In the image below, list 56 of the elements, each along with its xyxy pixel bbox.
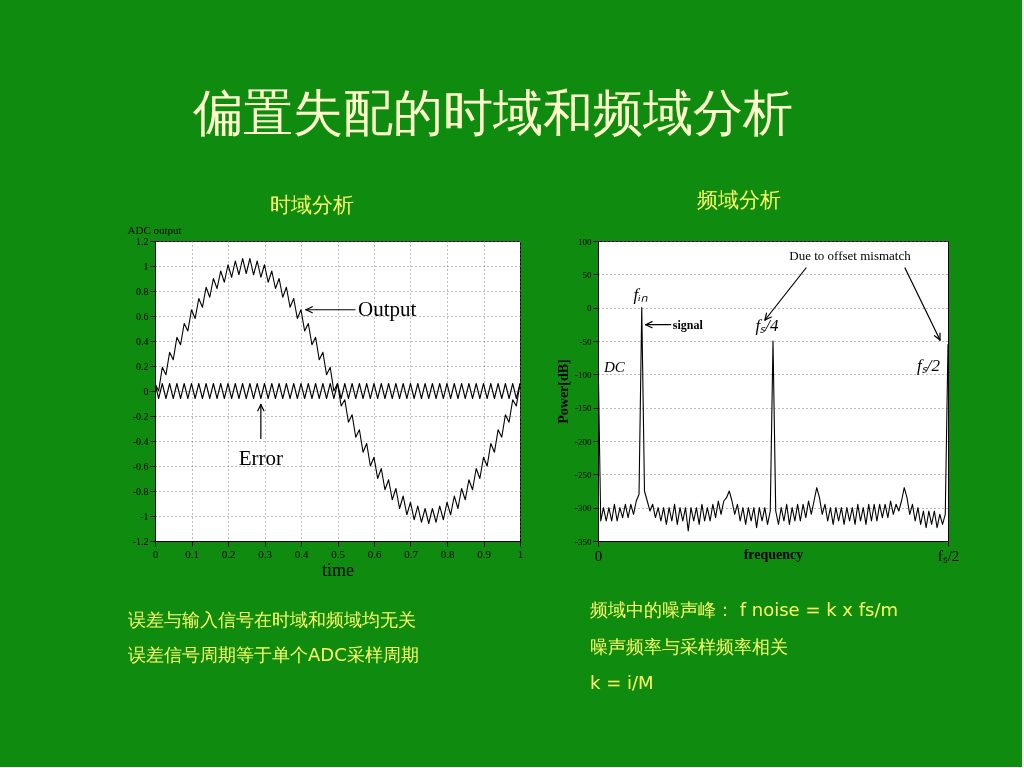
x-tick-label: fₛ/2	[937, 547, 960, 564]
x-tick-label: 0.7	[404, 547, 419, 560]
y-tick-label: -0.8	[132, 485, 149, 497]
annotation: fᵢₙ	[633, 284, 648, 304]
y-tick-label: 1.2	[136, 235, 149, 247]
y-tick-label: -1.2	[132, 535, 149, 547]
chart-title: 时域分析	[269, 193, 354, 217]
x-tick-label: 0.5	[331, 547, 346, 560]
text: 噪声频率与采样频率相关	[590, 635, 788, 657]
text: 误差信号周期等于单个ADC采样周期	[128, 644, 419, 665]
annotation: signal	[672, 317, 704, 332]
x-tick-label: 0.9	[477, 547, 492, 560]
y-tick-label: 100	[578, 236, 592, 247]
y-tick-label: 0	[587, 303, 592, 314]
x-axis-title: frequency	[743, 546, 804, 562]
text: 误差与输入信号在时域和频域均无关	[128, 609, 416, 630]
text: Error	[238, 445, 284, 470]
y-axis-title: ADC output	[127, 223, 182, 236]
chart-title: 频域分析	[697, 188, 781, 212]
y-tick-label: -0.6	[132, 460, 149, 472]
y-tick-label: 0.2	[136, 360, 149, 372]
x-axis-title: time	[322, 559, 354, 580]
x-tick-label: 0.6	[367, 547, 382, 560]
y-tick-label: -0.2	[132, 410, 149, 422]
x-tick-label: 1	[517, 547, 524, 560]
x-tick-label: 0.2	[221, 547, 236, 560]
y-tick-label: -200	[575, 436, 592, 447]
x-tick-label: 0	[152, 547, 159, 560]
text: 偏置失配的时域和频域分析	[193, 84, 793, 142]
y-tick-label: 1	[143, 260, 149, 272]
annotation: fₛ/2	[917, 356, 941, 376]
y-tick-label: -100	[575, 369, 592, 380]
y-tick-label: 0	[143, 385, 149, 397]
annotation: Due to offset mismatch	[789, 248, 912, 263]
x-tick-label: 0.3	[258, 547, 273, 560]
annotation: DC	[603, 359, 626, 375]
x-tick-label: 0.1	[185, 547, 199, 560]
y-tick-label: -350	[575, 536, 592, 547]
x-tick-label: 0	[594, 547, 603, 564]
y-tick-label: -150	[575, 403, 592, 414]
y-tick-label: -50	[579, 336, 592, 347]
legend-label: Output	[358, 296, 417, 321]
y-axis-title: Power[dB]	[556, 359, 571, 424]
y-tick-label: 0.8	[136, 285, 149, 297]
x-tick-label: 0.8	[440, 547, 455, 560]
x-tick-label: 0.4	[294, 547, 309, 560]
y-tick-label: 0.4	[136, 335, 149, 347]
y-tick-label: -0.4	[132, 435, 149, 447]
y-tick-label: 50	[582, 269, 592, 280]
text: 频域中的噪声峰： f noise = k x fs/m	[590, 599, 899, 620]
y-tick-label: -250	[575, 469, 592, 480]
y-tick-label: -300	[575, 503, 592, 514]
annotation: fₛ/4	[755, 316, 779, 335]
text: k = i/M	[590, 672, 654, 693]
y-tick-label: -1	[140, 510, 149, 522]
y-tick-label: 0.6	[136, 310, 149, 322]
